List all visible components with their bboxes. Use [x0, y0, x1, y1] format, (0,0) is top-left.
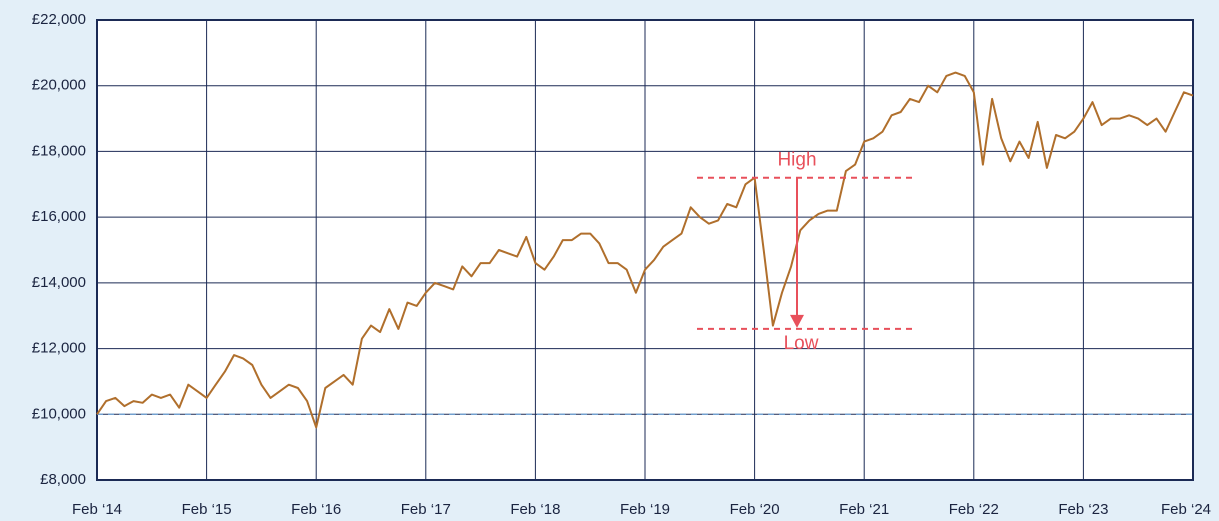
x-tick-label: Feb ‘17 — [401, 501, 451, 518]
y-tick-label: £8,000 — [40, 471, 86, 488]
x-tick-label: Feb ‘16 — [291, 501, 341, 518]
arrow-head — [790, 314, 804, 328]
x-tick-label: Feb ‘23 — [1058, 501, 1108, 518]
x-tick-label: Feb ‘15 — [182, 501, 232, 518]
annotation-label: Low — [784, 333, 819, 354]
y-tick-label: £16,000 — [32, 208, 86, 225]
x-tick-label: Feb ‘20 — [730, 501, 780, 518]
y-tick-label: £12,000 — [32, 340, 86, 357]
data-line — [96, 71, 1194, 429]
x-tick-label: Feb ‘22 — [949, 501, 999, 518]
x-tick-label: Feb ‘14 — [72, 501, 122, 518]
x-tick-label: Feb ‘24 — [1161, 501, 1211, 518]
x-tick-label: Feb ‘18 — [510, 501, 560, 518]
annotation-label: High — [777, 150, 816, 171]
y-tick-label: £22,000 — [32, 11, 86, 28]
plot-border — [96, 19, 1194, 481]
x-tick-label: Feb ‘19 — [620, 501, 670, 518]
x-tick-label: Feb ‘21 — [839, 501, 889, 518]
y-tick-label: £14,000 — [32, 274, 86, 291]
y-tick-label: £20,000 — [32, 77, 86, 94]
y-tick-label: £10,000 — [32, 405, 86, 422]
y-tick-label: £18,000 — [32, 142, 86, 159]
